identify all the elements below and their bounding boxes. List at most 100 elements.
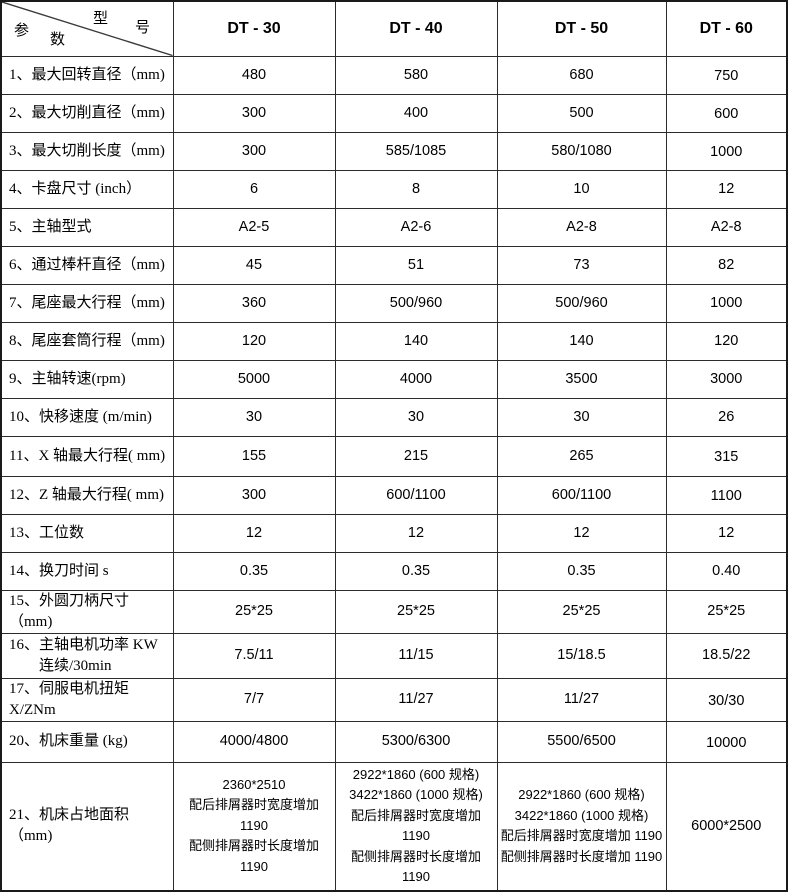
spec-value: 0.35 (496, 551, 667, 591)
spec-value: 400 (334, 93, 498, 133)
diagonal-param-char-1: 参 (14, 23, 30, 39)
spec-value: 7/7 (172, 677, 336, 722)
spec-value: 0.40 (665, 551, 788, 591)
spec-value: 12 (665, 169, 788, 209)
spec-value: 1100 (665, 475, 788, 515)
column-header-dt-50: DT - 50 (496, 0, 667, 57)
spec-value: 6000*2500 (665, 761, 788, 891)
diagonal-model-char-1: 型 (93, 11, 109, 27)
spec-value: 500 (496, 93, 667, 133)
spec-value: 30 (334, 397, 498, 437)
table-row: 17、伺服电机扭矩 X/ZNm 7/7 11/27 11/27 30/30 (0, 677, 788, 722)
spec-value: 265 (496, 435, 667, 477)
table-row: 9、主轴转速(rpm) 5000 4000 3500 3000 (0, 359, 788, 399)
spec-value: 480 (172, 55, 336, 95)
param-label: 2、最大切削直径（mm) (0, 93, 174, 133)
param-label: 5、主轴型式 (0, 207, 174, 247)
table-row: 6、通过棒杆直径（mm) 45 51 73 82 (0, 245, 788, 285)
spec-value: 140 (496, 321, 667, 361)
spec-value: 15/18.5 (496, 632, 667, 679)
spec-value: 25*25 (172, 589, 336, 634)
param-label: 15、外圆刀柄尺寸（mm) (0, 589, 174, 634)
spec-value: 4000/4800 (172, 720, 336, 763)
param-label: 9、主轴转速(rpm) (0, 359, 174, 399)
table-row: 7、尾座最大行程（mm) 360 500/960 500/960 1000 (0, 283, 788, 323)
param-label: 21、机床占地面积（mm) (0, 761, 174, 891)
spec-value: 7.5/11 (172, 632, 336, 679)
table-row: 10、快移速度 (m/min) 30 30 30 26 (0, 397, 788, 437)
spec-value: 315 (665, 435, 788, 477)
spec-value: 26 (665, 397, 788, 437)
spec-value: 2922*1860 (600 规格) 3422*1860 (1000 规格) 配… (496, 761, 667, 891)
param-label: 20、机床重量 (kg) (0, 720, 174, 763)
spec-value: 300 (172, 475, 336, 515)
spec-value: 300 (172, 131, 336, 171)
param-label: 16、主轴电机功率 KW 连续/30min (0, 632, 174, 679)
spec-value: 215 (334, 435, 498, 477)
spec-value: 500/960 (496, 283, 667, 323)
param-label: 3、最大切削长度（mm) (0, 131, 174, 171)
spec-value: 73 (496, 245, 667, 285)
table-row: 4、卡盘尺寸 (inch） 6 8 10 12 (0, 169, 788, 209)
param-label: 12、Z 轴最大行程( mm) (0, 475, 174, 515)
spec-value: 580/1080 (496, 131, 667, 171)
table-row: 8、尾座套筒行程（mm) 120 140 140 120 (0, 321, 788, 361)
diagonal-param-char-2: 数 (50, 32, 66, 48)
table-row: 15、外圆刀柄尺寸（mm) 25*25 25*25 25*25 25*25 (0, 589, 788, 634)
spec-value: 680 (496, 55, 667, 95)
table-row: 3、最大切削长度（mm) 300 585/1085 580/1080 1000 (0, 131, 788, 171)
param-label: 4、卡盘尺寸 (inch） (0, 169, 174, 209)
spec-value: 600/1100 (334, 475, 498, 515)
param-label: 6、通过棒杆直径（mm) (0, 245, 174, 285)
spec-value: 25*25 (665, 589, 788, 634)
spec-value: 140 (334, 321, 498, 361)
column-header-dt-40: DT - 40 (334, 0, 498, 57)
spec-value: 12 (665, 513, 788, 553)
spec-value: 18.5/22 (665, 632, 788, 679)
spec-value: A2-5 (172, 207, 336, 247)
spec-value: 51 (334, 245, 498, 285)
spec-value: 360 (172, 283, 336, 323)
header-row: 型 号 参 数 DT - 30 DT - 40 DT - 50 DT - 60 (0, 0, 788, 57)
spec-value: 580 (334, 55, 498, 95)
spec-value: 30/30 (665, 677, 788, 722)
spec-value: 1000 (665, 131, 788, 171)
spec-value: 11/27 (334, 677, 498, 722)
spec-value: A2-6 (334, 207, 498, 247)
spec-value: 12 (172, 513, 336, 553)
spec-value: 5000 (172, 359, 336, 399)
spec-value: 585/1085 (334, 131, 498, 171)
spec-value: 0.35 (334, 551, 498, 591)
spec-value: 4000 (334, 359, 498, 399)
spec-value: 11/27 (496, 677, 667, 722)
spec-value: 0.35 (172, 551, 336, 591)
table-row: 5、主轴型式 A2-5 A2-6 A2-8 A2-8 (0, 207, 788, 247)
spec-value: 12 (496, 513, 667, 553)
spec-value: 120 (172, 321, 336, 361)
spec-value: 11/15 (334, 632, 498, 679)
spec-value: 25*25 (496, 589, 667, 634)
spec-value: 600 (665, 93, 788, 133)
spec-value: 10 (496, 169, 667, 209)
table-row: 14、换刀时间 s 0.35 0.35 0.35 0.40 (0, 551, 788, 591)
spec-value: 2360*2510 配后排屑器时宽度增加 1190 配侧排屑器时长度增加 119… (172, 761, 336, 891)
spec-value: 500/960 (334, 283, 498, 323)
table-row: 11、X 轴最大行程( mm) 155 215 265 315 (0, 435, 788, 477)
spec-value: 155 (172, 435, 336, 477)
spec-value: 8 (334, 169, 498, 209)
spec-value: 120 (665, 321, 788, 361)
spec-value: 750 (665, 55, 788, 95)
diagonal-model-char-2: 号 (135, 20, 151, 36)
table-row: 1、最大回转直径（mm) 480 580 680 750 (0, 55, 788, 95)
table-row: 13、工位数 12 12 12 12 (0, 513, 788, 553)
spec-value: 30 (496, 397, 667, 437)
spec-value: 300 (172, 93, 336, 133)
spec-value: 45 (172, 245, 336, 285)
spec-value: 25*25 (334, 589, 498, 634)
spec-value: A2-8 (496, 207, 667, 247)
param-label: 14、换刀时间 s (0, 551, 174, 591)
spec-value: 5300/6300 (334, 720, 498, 763)
spec-value: A2-8 (665, 207, 788, 247)
diagonal-line (2, 2, 172, 55)
